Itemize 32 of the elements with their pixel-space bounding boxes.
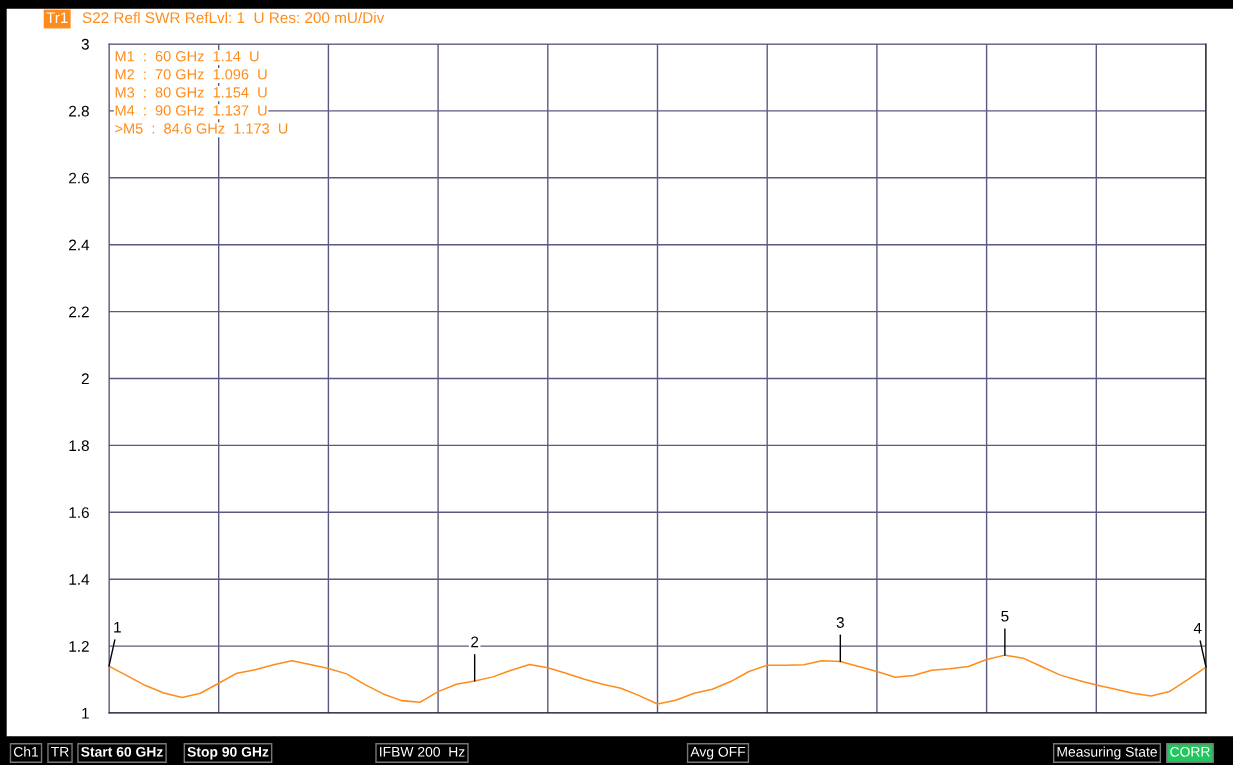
y-tick-label: 2.2 [69, 306, 89, 318]
chart-subtitle: Tr1 [46, 12, 68, 23]
text: Avg OFF [690, 746, 746, 760]
text: Stop 90 GHz [187, 746, 269, 760]
annotation: >M5 : 84.6 GHz 1.173 U [115, 123, 288, 134]
y-tick-label: 3 [81, 38, 89, 50]
annotation: 2 [471, 636, 479, 648]
y-tick-label: 2.6 [69, 172, 89, 184]
text: Measuring State [1057, 746, 1157, 760]
y-tick-label: 1.4 [69, 574, 90, 585]
annotation: M2 : 70 GHz 1.096 U [115, 69, 267, 80]
y-tick-label: 1.2 [69, 640, 89, 652]
chart-title: S22 Refl SWR RefLvl: 1 U Res: 200 mU/Div [82, 11, 385, 24]
text: Start 60 GHz [81, 746, 163, 757]
text: CORR [1170, 746, 1210, 757]
annotation: M4 : 90 GHz 1.137 U [115, 105, 267, 116]
annotation: 1 [114, 621, 121, 633]
y-tick-label: 1.8 [69, 440, 89, 452]
y-tick-label: 2.8 [69, 105, 89, 117]
y-tick-label: 1 [82, 708, 89, 719]
line-series [109, 654, 1206, 705]
annotation: M1 : 60 GHz 1.14 U [115, 51, 259, 62]
text: Ch1 [13, 746, 39, 757]
annotation: 5 [1001, 610, 1009, 622]
annotation: 4 [1193, 622, 1202, 634]
annotation: 3 [836, 617, 844, 628]
annotation: M3 : 80 GHz 1.154 U [115, 87, 267, 98]
text: IFBW 200 Hz [380, 746, 465, 757]
text: TR [51, 747, 69, 757]
y-tick-label: 1.6 [69, 507, 89, 518]
y-tick-label: 2.4 [69, 239, 90, 251]
y-tick-label: 2 [81, 373, 89, 385]
